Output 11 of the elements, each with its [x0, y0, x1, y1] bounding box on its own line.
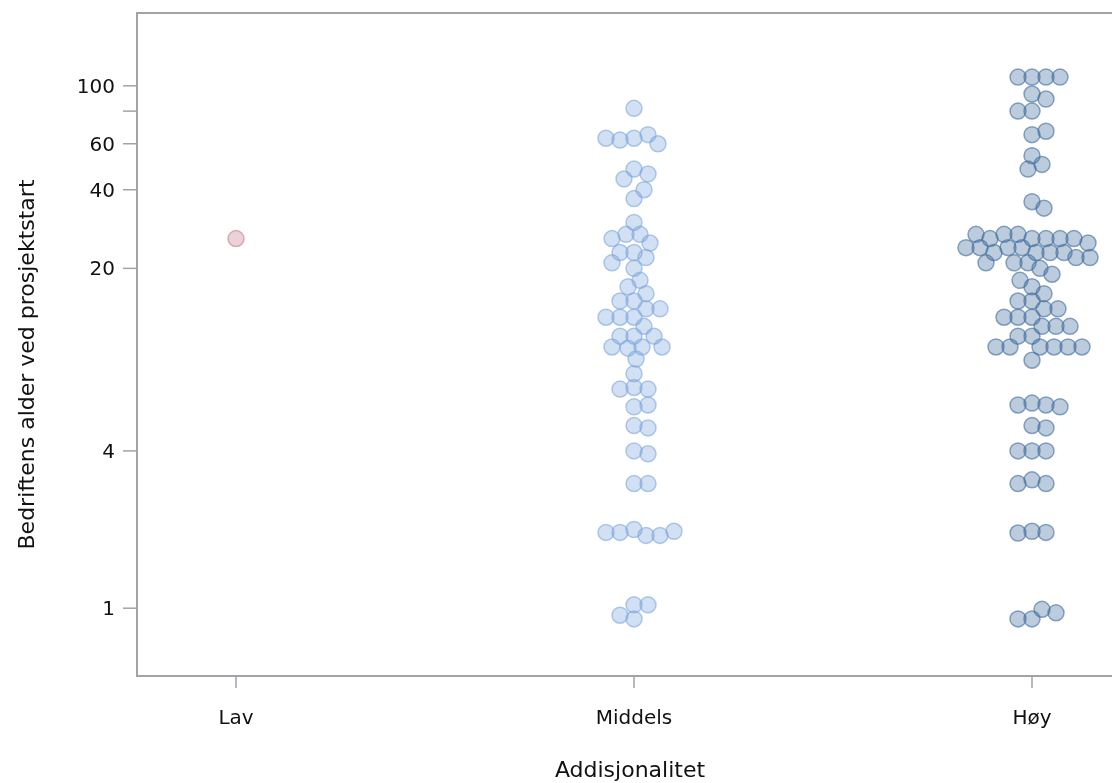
x-tick-label: Høy	[1012, 705, 1052, 729]
y-tick-label: 20	[89, 256, 115, 281]
y-tick-label: 40	[89, 177, 115, 202]
x-axis-title: Addisjonalitet	[554, 757, 706, 782]
y-tick-label: 100	[76, 73, 115, 98]
y-tick-label: 4	[102, 438, 115, 463]
x-tick-label: Middels	[595, 705, 673, 729]
x-tick-label: Lav	[218, 705, 254, 729]
y-tick-label: 60	[89, 131, 115, 156]
y-axis-title: Bedriftens alder ved prosjektstart	[14, 179, 39, 550]
y-tick-label: 1	[102, 596, 115, 621]
